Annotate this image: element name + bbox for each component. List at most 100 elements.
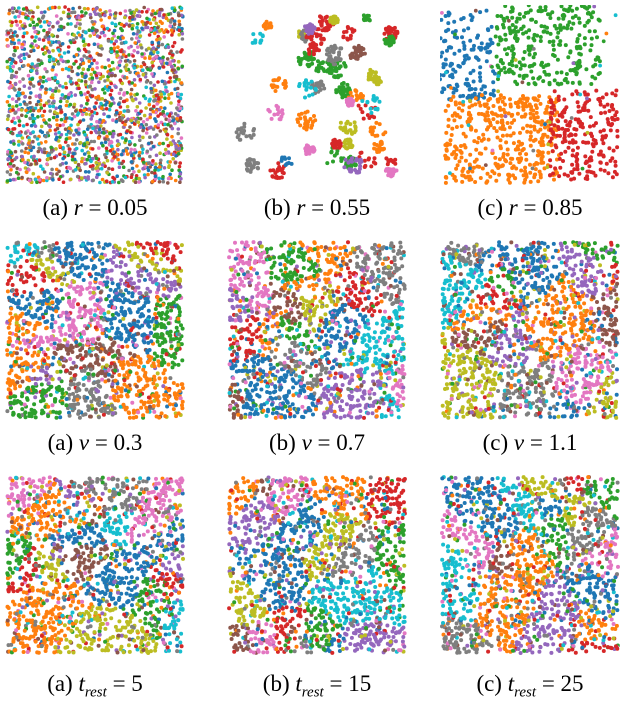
- agent-point: [135, 255, 140, 260]
- agent-point: [67, 92, 71, 97]
- agent-point: [155, 38, 159, 42]
- agent-point: [377, 99, 382, 104]
- agent-point: [144, 131, 149, 135]
- agent-point: [518, 66, 523, 71]
- agent-point: [50, 33, 54, 37]
- agent-point: [180, 326, 185, 331]
- agent-point: [166, 30, 170, 34]
- agent-point: [484, 180, 489, 185]
- agent-point: [45, 178, 49, 183]
- agent-point: [244, 134, 249, 139]
- agent-point: [98, 349, 103, 354]
- agent-point: [506, 177, 511, 182]
- agent-point: [109, 144, 114, 149]
- agent-point: [12, 41, 17, 46]
- agent-point: [584, 67, 589, 72]
- agent-point: [67, 147, 72, 151]
- agent-point: [73, 160, 78, 164]
- agent-point: [42, 147, 47, 151]
- agent-point: [130, 26, 135, 31]
- agent-point: [98, 14, 103, 18]
- agent-point: [488, 49, 493, 54]
- agent-point: [21, 158, 25, 162]
- agent-point: [546, 150, 551, 155]
- agent-point: [95, 61, 99, 65]
- agent-point: [149, 86, 153, 91]
- agent-point: [476, 57, 481, 62]
- agent-point: [149, 339, 154, 344]
- agent-point: [20, 42, 24, 47]
- agent-point: [112, 67, 116, 71]
- agent-point: [514, 64, 519, 69]
- agent-point: [152, 357, 157, 362]
- agent-point: [594, 121, 598, 126]
- agent-point: [604, 92, 609, 97]
- agent-point: [515, 37, 520, 41]
- agent-point: [135, 105, 140, 109]
- agent-point: [158, 29, 162, 33]
- agent-point: [562, 135, 567, 140]
- agent-point: [147, 33, 152, 37]
- agent-point: [169, 344, 174, 349]
- agent-point: [251, 32, 256, 37]
- agent-point: [316, 63, 321, 68]
- agent-point: [32, 26, 36, 30]
- agent-point: [267, 109, 272, 114]
- agent-point: [77, 265, 82, 270]
- agent-point: [155, 240, 160, 245]
- agent-point: [5, 348, 10, 353]
- agent-point: [319, 36, 324, 41]
- agent-point: [35, 63, 39, 68]
- agent-point: [125, 152, 130, 156]
- agent-point: [92, 250, 96, 255]
- agent-point: [94, 73, 99, 78]
- agent-point: [56, 48, 61, 52]
- agent-point: [461, 99, 466, 104]
- agent-point: [528, 179, 533, 184]
- agent-point: [163, 96, 167, 100]
- agent-point: [71, 331, 76, 336]
- agent-point: [89, 80, 94, 85]
- agent-point: [145, 16, 149, 21]
- agent-point: [165, 404, 170, 409]
- agent-point: [152, 31, 157, 36]
- agent-point: [453, 32, 457, 37]
- agent-point: [538, 101, 543, 106]
- agent-point: [489, 24, 494, 29]
- agent-point: [590, 134, 594, 139]
- agent-point: [526, 81, 531, 86]
- agent-point: [20, 175, 24, 180]
- agent-point: [452, 19, 457, 24]
- agent-point: [547, 39, 552, 44]
- agent-point: [579, 124, 584, 129]
- agent-point: [141, 157, 145, 162]
- agent-point: [24, 312, 29, 316]
- agent-point: [28, 144, 33, 148]
- agent-point: [130, 135, 134, 140]
- scatter-plot-r-0.05: [5, 5, 185, 185]
- agent-point: [175, 274, 180, 279]
- agent-point: [9, 368, 14, 373]
- agent-point: [582, 105, 587, 110]
- agent-point: [317, 82, 322, 87]
- agent-point: [129, 147, 133, 152]
- agent-point: [25, 351, 30, 356]
- agent-point: [503, 110, 507, 115]
- agent-point: [303, 121, 308, 126]
- agent-point: [158, 56, 162, 61]
- agent-point: [598, 160, 603, 165]
- agent-point: [558, 133, 562, 138]
- agent-point: [157, 376, 162, 381]
- agent-point: [490, 148, 495, 153]
- agent-point: [317, 48, 321, 53]
- agent-point: [41, 75, 46, 79]
- agent-point: [33, 124, 38, 128]
- agent-point: [162, 82, 167, 86]
- agent-point: [468, 98, 472, 103]
- agent-point: [353, 124, 358, 129]
- agent-point: [497, 157, 502, 162]
- agent-point: [479, 87, 484, 92]
- agent-point: [496, 74, 501, 78]
- agent-point: [577, 33, 582, 38]
- agent-point: [556, 16, 561, 21]
